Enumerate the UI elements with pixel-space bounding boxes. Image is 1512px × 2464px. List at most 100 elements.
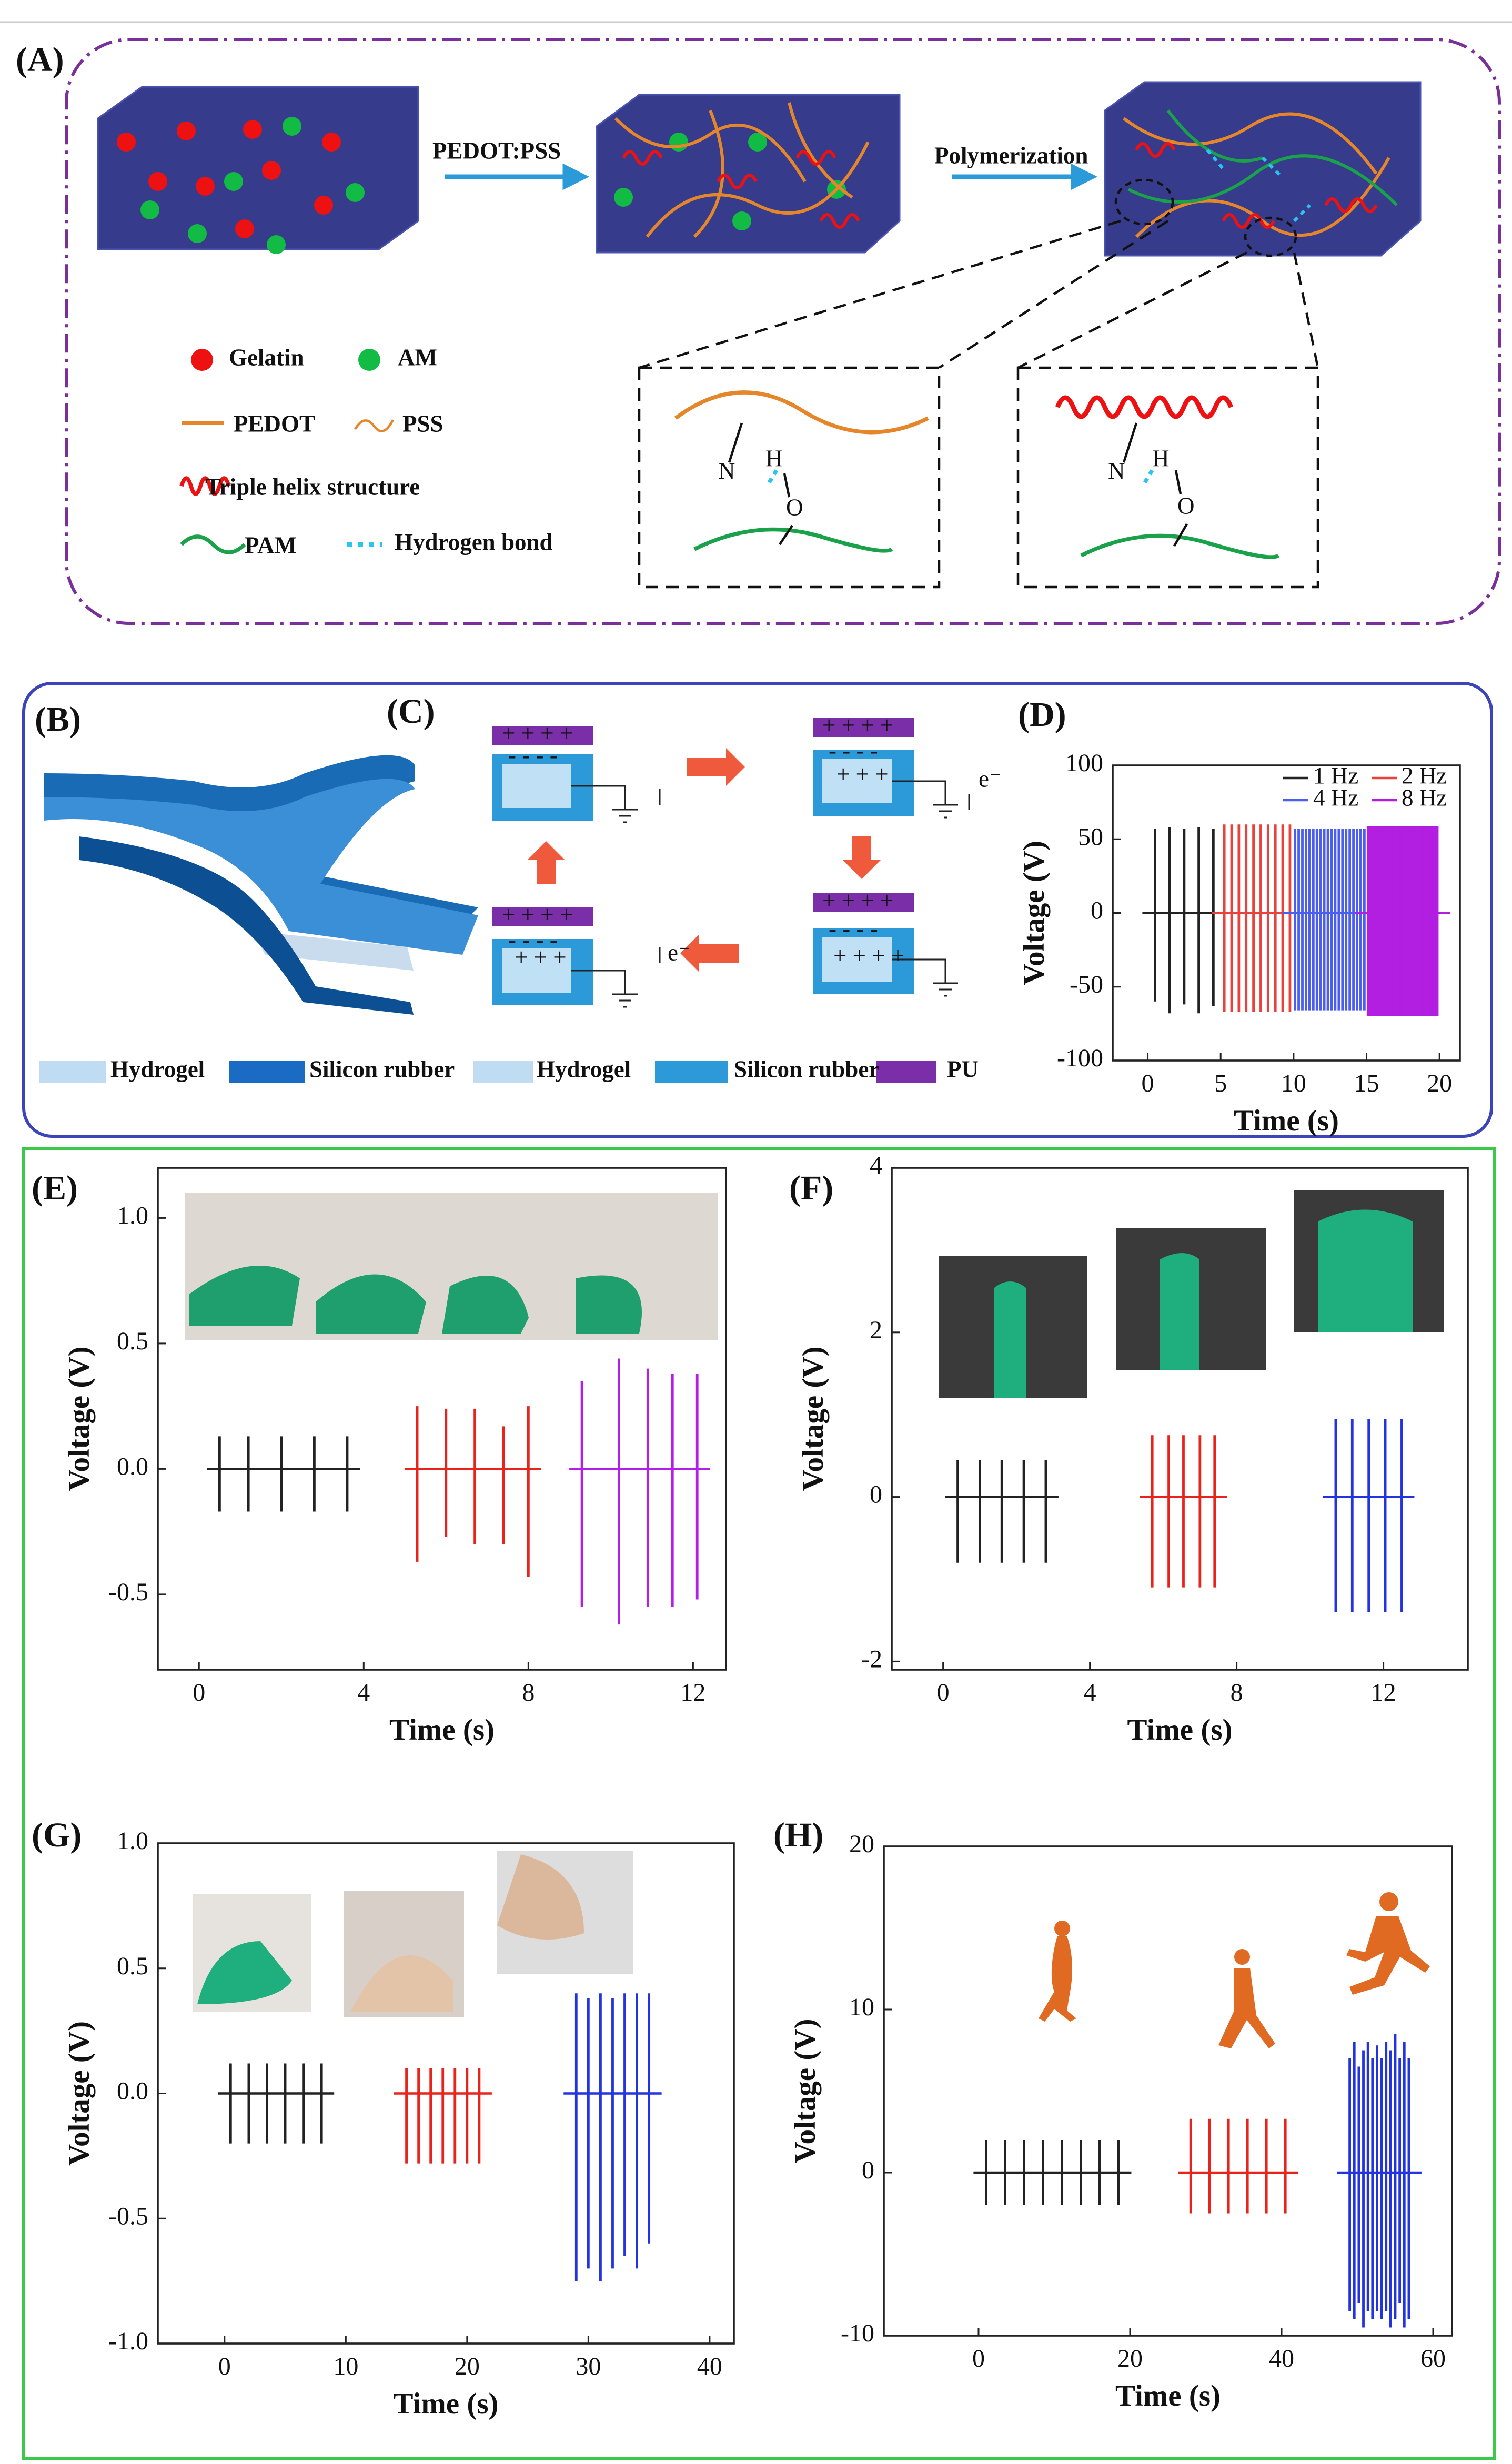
y-tick-label: 1.0: [117, 1201, 148, 1229]
electron-label: e⁻: [979, 765, 1002, 792]
y-tick-label: 0: [1091, 897, 1103, 925]
panel-b-legend: [39, 1061, 305, 1083]
x-tick-label: 0: [1142, 1069, 1154, 1097]
legend-label: AM: [398, 344, 437, 370]
y-tick-label: 0.5: [117, 1952, 148, 1980]
y-tick-label: -2: [861, 1645, 882, 1673]
panel-efgh-frame: [22, 1147, 1496, 2461]
y-tick-label: 0: [862, 2156, 874, 2184]
y-tick-label: -50: [1070, 971, 1103, 998]
x-axis-label: Time (s): [1115, 2379, 1221, 2412]
x-tick-label: 10: [333, 2352, 358, 2380]
charge-label: + + +: [515, 944, 567, 970]
charge-label: + + + +: [502, 720, 573, 746]
electron-label: e⁻: [668, 939, 691, 965]
charge-label: + + + +: [822, 712, 893, 738]
y-axis-label: Voltage (V): [63, 2021, 96, 2166]
panel-label: (C): [387, 692, 435, 731]
arrows: [445, 163, 1098, 190]
x-tick-label: 20: [455, 2352, 480, 2380]
y-tick-label: -0.5: [108, 2202, 148, 2230]
legend-label: Silicon rubber: [734, 1056, 879, 1082]
y-tick-label: -0.5: [108, 1578, 148, 1606]
x-axis-label: Time (s): [1234, 1104, 1339, 1137]
x-tick-label: 20: [1117, 2345, 1143, 2372]
charge-label: + + + +: [833, 942, 904, 968]
charge-label: - - - -: [829, 915, 878, 942]
y-tick-label: 50: [1078, 823, 1103, 851]
x-tick-label: 15: [1354, 1069, 1379, 1097]
x-tick-label: 0: [972, 2345, 985, 2372]
y-tick-label: 0.0: [117, 2077, 148, 2105]
y-tick-label: 1.0: [117, 1827, 148, 1855]
y-axis-label: Voltage (V): [63, 1347, 96, 1491]
atom-label: O: [1177, 492, 1195, 519]
charge-label: - - - -: [829, 737, 878, 763]
charge-label: + + + +: [822, 887, 893, 913]
insets: [185, 1190, 1444, 2049]
x-axis-label: Time (s): [389, 1713, 495, 1746]
y-tick-label: 4: [870, 1152, 882, 1179]
atom-label: N: [718, 458, 735, 484]
x-tick-label: 30: [576, 2352, 601, 2380]
panel-a-frame: [65, 38, 1501, 625]
y-tick-label: -1.0: [108, 2327, 148, 2355]
legend-label: PSS: [402, 410, 443, 437]
plot-frame: [883, 1845, 1453, 2337]
y-tick-label: 2: [870, 1316, 882, 1344]
atom-label: O: [786, 494, 803, 520]
charge-label: + + + +: [502, 901, 573, 927]
chains: [614, 102, 1398, 238]
arrow-label: Polymerization: [934, 142, 1088, 168]
atom-label: H: [765, 445, 783, 471]
legend-label: PEDOT: [234, 410, 315, 437]
legend-label: PAM: [245, 532, 297, 558]
legend-label: 8 Hz: [1402, 784, 1447, 811]
y-tick-label: 0: [870, 1481, 882, 1509]
y-tick-label: 10: [849, 1993, 874, 2021]
legend-label: PU: [947, 1056, 979, 1082]
charge-label: - - - -: [508, 742, 558, 768]
x-tick-label: 8: [1231, 1679, 1243, 1706]
legend-label: 4 Hz: [1313, 784, 1358, 811]
x-tick-label: 8: [522, 1679, 535, 1706]
plot-frame: [891, 1167, 1469, 1671]
panel-label: (G): [32, 1816, 82, 1854]
y-axis-label: Voltage (V): [797, 1347, 830, 1491]
x-tick-label: 10: [1281, 1069, 1306, 1097]
x-tick-label: 20: [1427, 1069, 1452, 1097]
x-tick-label: 40: [697, 2352, 722, 2380]
y-axis-label: Voltage (V): [789, 2019, 822, 2164]
x-tick-label: 0: [193, 1679, 205, 1706]
y-tick-label: 20: [849, 1830, 874, 1858]
y-tick-label: -10: [841, 2319, 874, 2347]
x-tick-label: 60: [1420, 2345, 1446, 2372]
legend-label: Gelatin: [229, 344, 304, 370]
x-tick-label: 4: [1084, 1679, 1096, 1706]
x-tick-label: 12: [1371, 1679, 1396, 1706]
x-tick-label: 5: [1214, 1069, 1227, 1097]
x-tick-label: 12: [680, 1679, 705, 1706]
y-tick-label: 100: [1065, 749, 1103, 777]
y-tick-label: 0.5: [117, 1327, 148, 1355]
panel-label: (H): [773, 1816, 823, 1854]
x-axis-label: Time (s): [393, 2387, 498, 2420]
cubes: [97, 81, 1422, 257]
charge-label: + + +: [836, 761, 889, 787]
legend-label: Silicon rubber: [309, 1056, 455, 1082]
atom-label: N: [1108, 458, 1125, 484]
legend-a-symbols: [179, 349, 395, 554]
x-tick-label: 40: [1269, 2345, 1294, 2372]
y-axis-label: Voltage (V): [1017, 841, 1051, 985]
atom-label: H: [1152, 445, 1170, 471]
panel-b-sheets: [44, 755, 478, 1015]
legend-label: 2 Hz: [1402, 762, 1447, 789]
plot-frame: [157, 1167, 727, 1671]
panel-label: (D): [1018, 695, 1066, 734]
legend-label: 1 Hz: [1313, 762, 1358, 789]
x-tick-label: 4: [357, 1679, 370, 1706]
legend-label: Hydrogen bond: [395, 529, 553, 555]
x-tick-label: 0: [218, 2352, 231, 2380]
legend-label: Triple helix structure: [205, 473, 420, 500]
